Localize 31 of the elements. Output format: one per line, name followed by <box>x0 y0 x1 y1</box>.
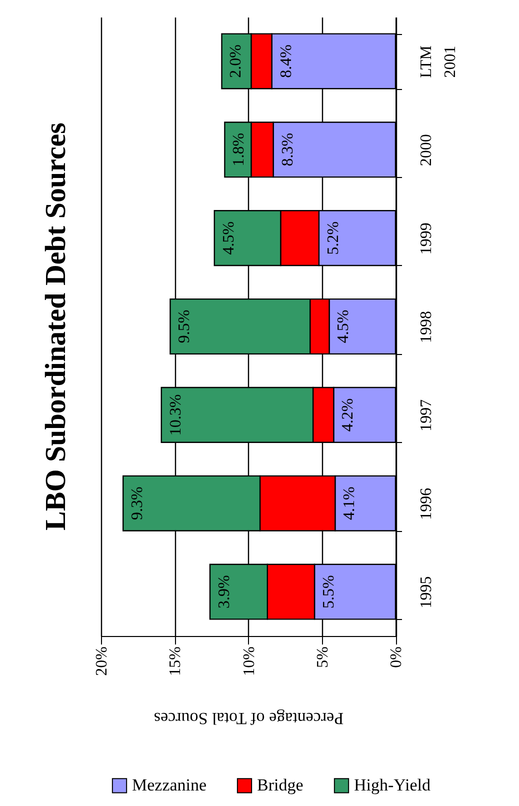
data-label: 4.5% <box>220 221 238 255</box>
y-tick-label: 1996 <box>418 488 435 520</box>
data-label: 10.3% <box>167 394 184 436</box>
y-tick-label: 1998 <box>418 311 435 343</box>
data-label: 4.5% <box>335 310 352 344</box>
data-label: 4.1% <box>341 486 358 520</box>
text: LBO Subordinated Debt Sources <box>40 122 72 530</box>
x-tick-label: 20% <box>94 646 110 676</box>
y-tick-label: 2000 <box>418 134 435 166</box>
y-tick-label: LTM 2001 <box>418 46 459 78</box>
x-tick-label: 15% <box>167 646 184 676</box>
data-label: 8.4% <box>278 44 295 78</box>
x-axis-title: Percentage of Total Sources <box>154 708 344 728</box>
x-tick-label: 5% <box>314 646 332 668</box>
x-tick-label: 10% <box>240 646 258 676</box>
data-label: 3.9% <box>216 575 233 608</box>
data-label: 5.5% <box>320 575 338 608</box>
data-label: 2.0% <box>228 44 245 78</box>
data-label: 1.8% <box>230 132 248 166</box>
legend-label: High-Yield <box>354 776 431 795</box>
data-label: 4.2% <box>340 398 357 432</box>
legend-label: Bridge <box>257 776 304 795</box>
data-label: 9.5% <box>176 310 194 344</box>
legend-label: Mezzanine <box>132 776 207 795</box>
y-tick-label: 1999 <box>418 222 435 255</box>
data-label: 5.2% <box>324 221 342 255</box>
data-label: 8.3% <box>279 132 296 166</box>
data-label: 9.3% <box>129 486 146 520</box>
x-tick-label: 0% <box>388 646 405 668</box>
y-tick-label: 1997 <box>418 399 435 432</box>
y-tick-label: 1995 <box>418 576 435 608</box>
